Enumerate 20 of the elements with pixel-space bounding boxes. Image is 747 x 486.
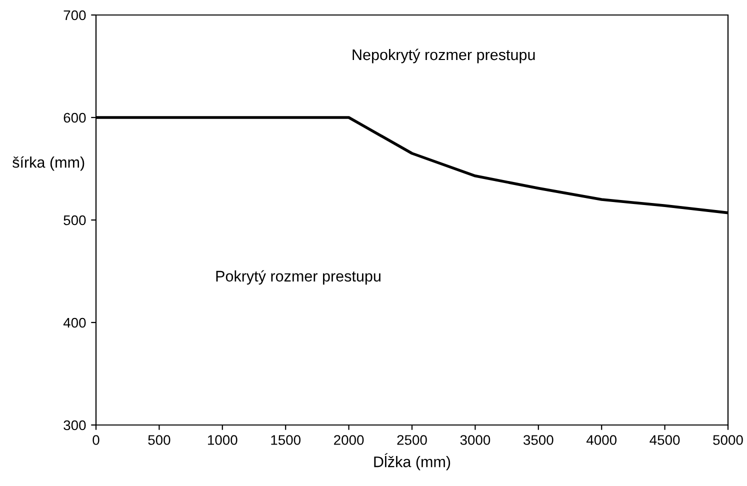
x-tick-label: 4000 [586,435,617,445]
x-tick-label: 1500 [271,435,301,445]
x-tick-label: 3500 [523,435,554,445]
y-tick-label: 500 [64,215,86,226]
x-tick-label: 500 [148,435,170,445]
x-tick-label: 4500 [650,435,680,445]
x-tick-label: 2500 [397,435,427,445]
y-tick-label: 600 [64,112,86,123]
y-tick-label: 700 [64,10,86,20]
annotation: Pokrytý rozmer prestupu [216,270,380,285]
x-tick-label: 0 [92,435,100,445]
x-axis-title: Dĺžka (mm) [374,453,450,470]
annotation: Nepokrytý rozmer prestupu [352,48,535,64]
y-tick-label: 400 [63,318,86,328]
x-tick-label: 1000 [208,435,238,445]
x-tick-label: 5000 [713,435,743,445]
y-axis-title: šírka (mm) [12,156,84,171]
x-tick-label: 2000 [334,435,364,445]
x-tick-label: 3000 [460,435,490,445]
y-tick-label: 300 [64,420,86,430]
